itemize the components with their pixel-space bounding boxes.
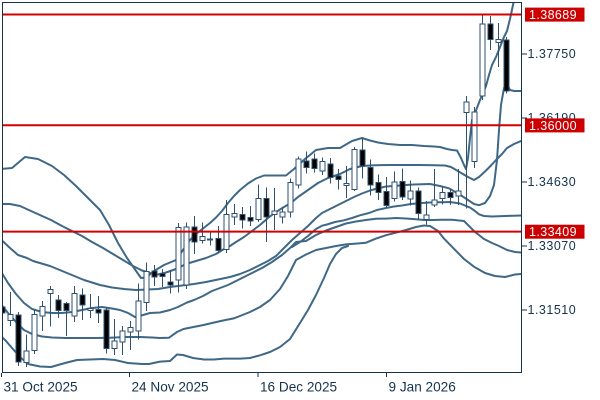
svg-text:1.36000: 1.36000 [529, 119, 577, 133]
svg-text:1.31510: 1.31510 [528, 303, 577, 317]
svg-text:16 Dec 2025: 16 Dec 2025 [260, 380, 337, 395]
svg-text:24 Nov 2025: 24 Nov 2025 [132, 380, 209, 395]
svg-text:1.38689: 1.38689 [529, 8, 577, 22]
svg-text:1.33070: 1.33070 [528, 239, 577, 253]
svg-text:1.34630: 1.34630 [528, 175, 577, 189]
svg-text:31 Oct 2025: 31 Oct 2025 [4, 380, 78, 395]
svg-text:1.33409: 1.33409 [529, 225, 577, 239]
svg-text:1.37750: 1.37750 [528, 47, 577, 61]
svg-text:9 Jan 2026: 9 Jan 2026 [389, 380, 456, 395]
